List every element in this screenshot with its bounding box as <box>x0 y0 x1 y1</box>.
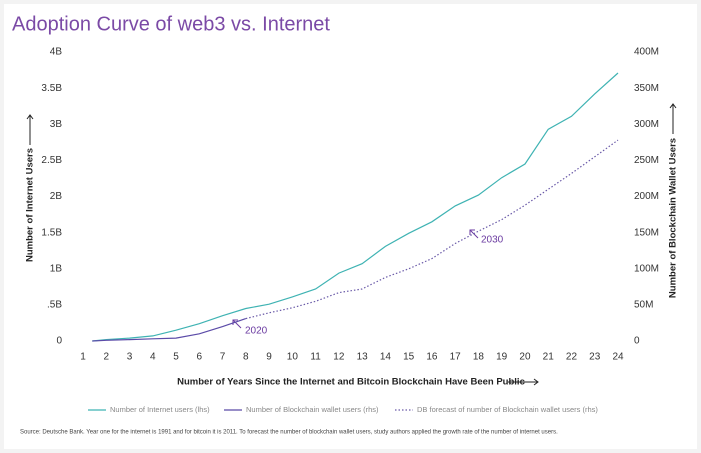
x-tick-label: 11 <box>310 352 321 363</box>
x-tick-label: 14 <box>380 352 392 363</box>
series-line <box>245 139 619 320</box>
x-tick-label: 24 <box>612 352 624 363</box>
y2-axis-title: Number of Blockchain Wallet Users <box>668 138 679 298</box>
y-tick-label: 1B <box>50 263 63 274</box>
x-tick-label: 4 <box>150 352 156 363</box>
x-tick-label: 7 <box>220 352 226 363</box>
y2-tick-label: 50M <box>634 300 653 311</box>
x-tick-label: 15 <box>403 352 415 363</box>
y2-tick-label: 100M <box>634 263 659 274</box>
y2-tick-label: 300M <box>634 119 659 130</box>
x-tick-label: 20 <box>519 352 531 363</box>
x-tick-label: 23 <box>589 352 601 363</box>
y2-tick-label: 200M <box>634 191 659 202</box>
y2-tick-label: 250M <box>634 155 659 166</box>
annotation: 2020 <box>245 326 268 337</box>
source: Source: Deutsche Bank. Year one for the … <box>20 430 558 436</box>
x-tick-label: 21 <box>543 352 555 363</box>
chart-title: Adoption Curve of web3 vs. Internet <box>12 13 330 35</box>
x-tick-label: 9 <box>266 352 272 363</box>
x-tick-label: 5 <box>173 352 179 363</box>
x-axis-title: Number of Years Since the Internet and B… <box>177 377 525 388</box>
y-tick-label: 2.5B <box>41 155 62 166</box>
x-tick-label: 1 <box>80 352 86 363</box>
y-tick-label: 2B <box>50 191 63 202</box>
x-arrow <box>508 378 539 386</box>
x-tick-label: 13 <box>357 352 369 363</box>
legend-label: DB forecast of number of Blockchain wall… <box>417 405 598 414</box>
y2-tick-label: 400M <box>634 47 659 58</box>
y-tick-label: 1.5B <box>41 227 62 238</box>
y-tick-label: 0 <box>56 336 62 347</box>
annotation: 2030 <box>481 235 504 246</box>
y2-tick-label: 150M <box>634 227 659 238</box>
x-tick-label: 22 <box>566 352 578 363</box>
series-line <box>92 72 619 342</box>
y2-tick-label: 350M <box>634 83 659 94</box>
y2-arrow <box>669 103 677 134</box>
x-tick-label: 8 <box>243 352 249 363</box>
y2-tick-label: 0 <box>634 336 640 347</box>
legend-label: Number of Internet users (lhs) <box>110 405 210 414</box>
y-tick-label: 4B <box>50 47 63 58</box>
x-tick-label: 3 <box>127 352 133 363</box>
x-tick-label: 19 <box>496 352 508 363</box>
legend-label: Number of Blockchain wallet users (rhs) <box>246 405 379 414</box>
series-line <box>92 318 246 342</box>
panel <box>4 4 697 449</box>
y-tick-label: 3.5B <box>41 83 62 94</box>
x-tick-label: 16 <box>426 352 438 363</box>
y-axis-title: Number of Internet Users <box>25 148 36 262</box>
x-tick-label: 10 <box>287 352 299 363</box>
x-tick-label: 6 <box>197 352 203 363</box>
x-tick-label: 12 <box>333 352 345 363</box>
x-tick-label: 17 <box>450 352 462 363</box>
y-tick-label: .5B <box>47 300 62 311</box>
x-tick-label: 2 <box>103 352 109 363</box>
x-tick-label: 18 <box>473 352 485 363</box>
y-tick-label: 3B <box>50 119 63 130</box>
y-arrow <box>26 114 34 145</box>
